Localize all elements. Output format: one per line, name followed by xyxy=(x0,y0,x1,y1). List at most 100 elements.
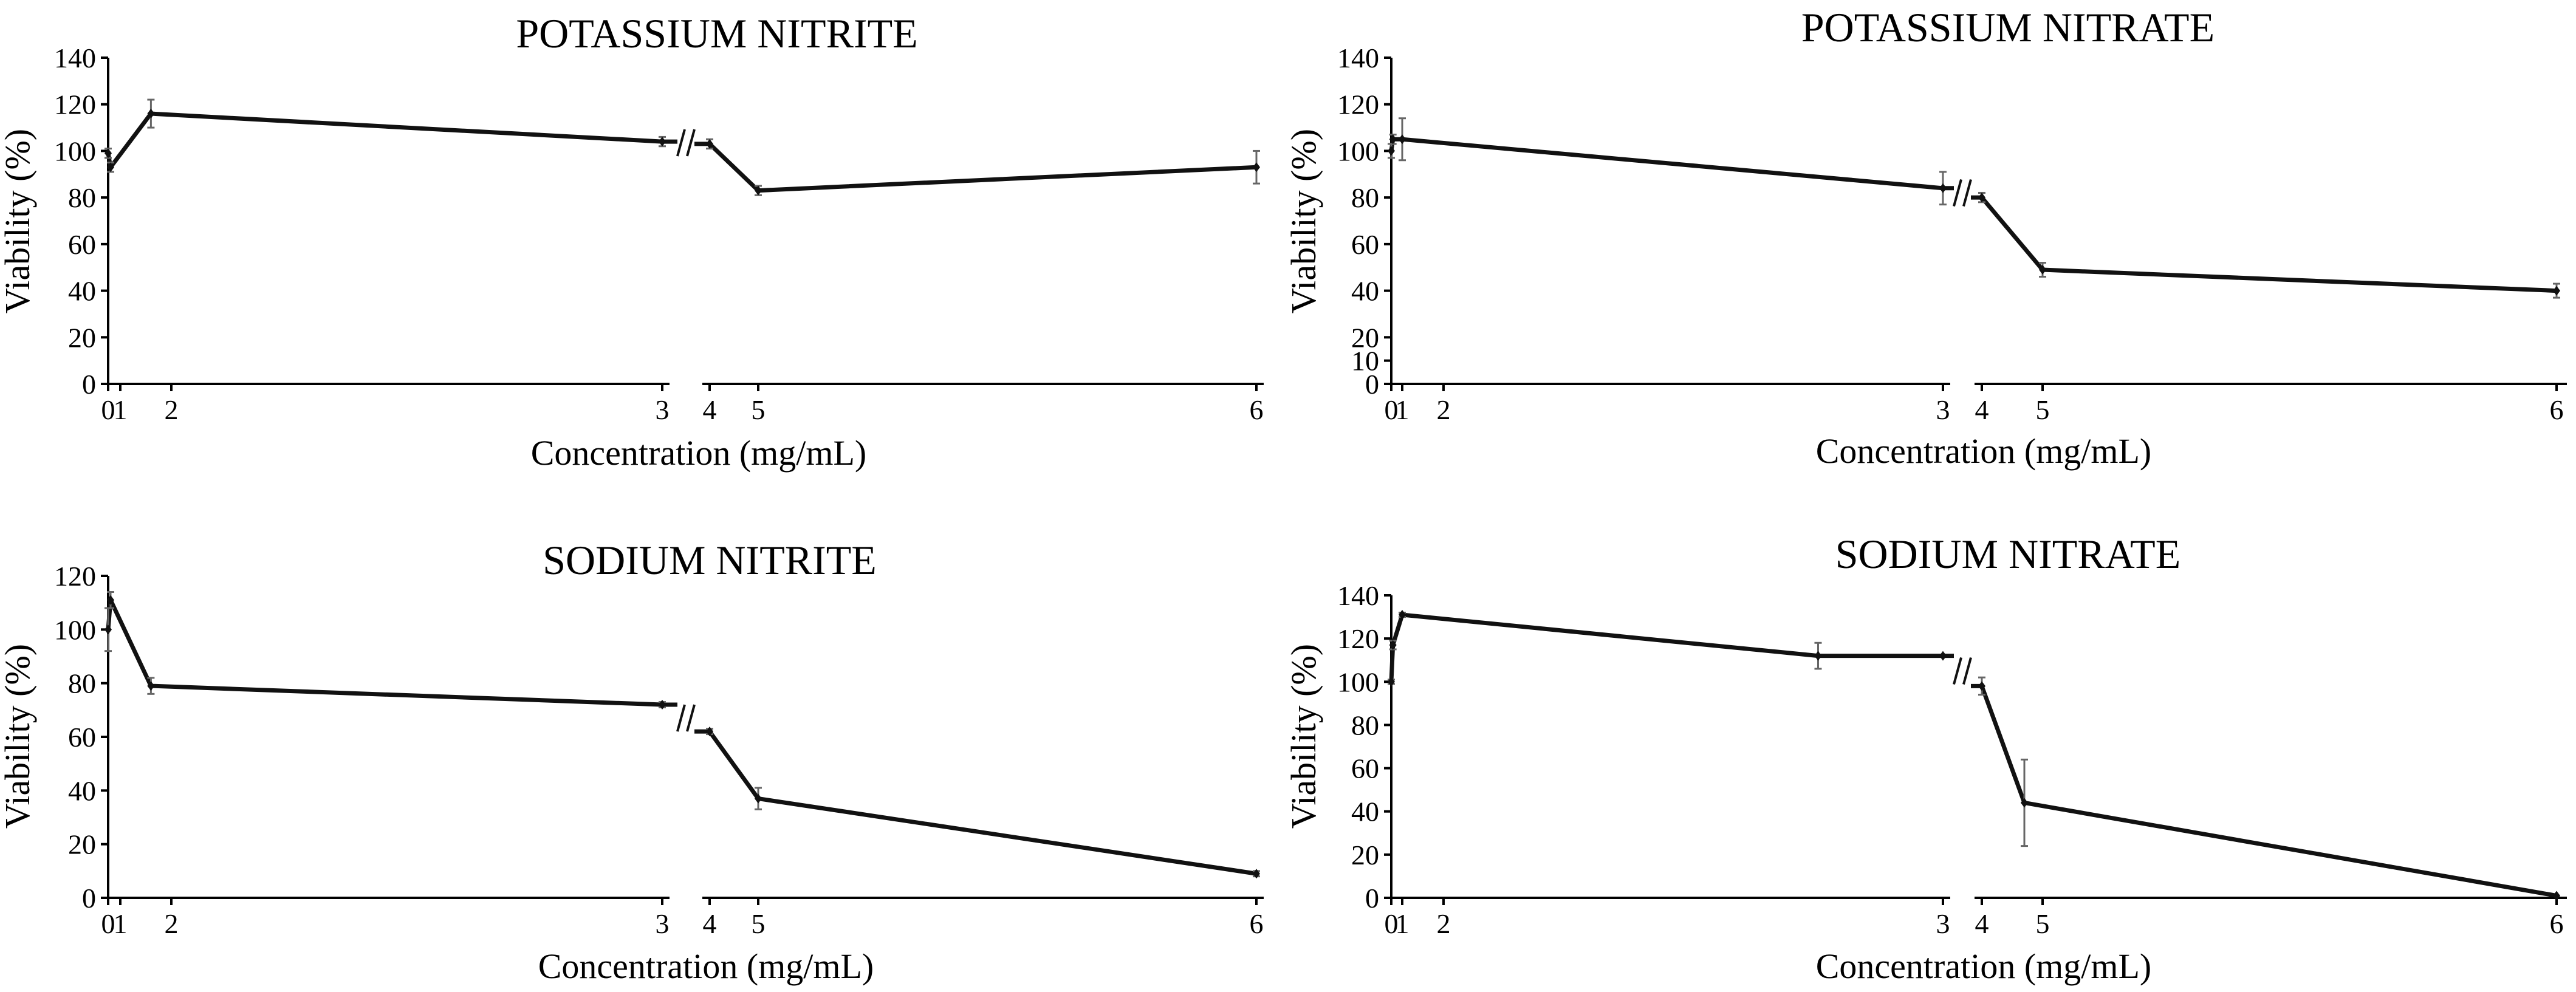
data-point xyxy=(147,109,155,119)
x-tick-label: 6 xyxy=(1250,908,1264,939)
x-axis-label: Concentration (mg/mL) xyxy=(1816,431,2151,471)
x-tick-label: 2 xyxy=(165,394,179,425)
chart-title: POTASSIUM NITRITE xyxy=(516,10,917,56)
y-tick-label: 20 xyxy=(68,322,96,353)
y-tick-label: 60 xyxy=(1351,229,1379,260)
x-tick-label: 4 xyxy=(703,908,717,939)
data-point xyxy=(2553,891,2560,901)
axis-break-mark xyxy=(686,129,696,157)
x-tick-label: 3 xyxy=(1936,394,1950,425)
data-point xyxy=(147,681,155,691)
x-tick-label: 2 xyxy=(1437,908,1451,939)
y-axis-label: Viability (%) xyxy=(1284,644,1323,829)
y-tick-label: 120 xyxy=(54,561,96,592)
y-tick-label: 80 xyxy=(68,668,96,699)
y-tick-label: 60 xyxy=(1351,753,1379,784)
data-point xyxy=(1253,162,1260,173)
y-tick-label: 80 xyxy=(1351,182,1379,213)
series-line xyxy=(1971,195,2557,293)
axis-break-mark xyxy=(1953,657,1962,685)
data-point xyxy=(659,700,666,710)
x-tick-label: 3 xyxy=(1936,908,1950,939)
x-tick-label: 5 xyxy=(2036,908,2050,939)
y-tick-label: 100 xyxy=(54,135,96,166)
axis-break-mark xyxy=(1962,657,1972,685)
data-point xyxy=(1939,651,1947,661)
data-point xyxy=(1389,640,1397,650)
data-point xyxy=(1814,651,1822,661)
x-tick-label: 6 xyxy=(2550,908,2564,939)
data-point xyxy=(107,595,114,605)
x-tick-label: 2 xyxy=(165,908,179,939)
y-tick-label: 0 xyxy=(82,369,96,400)
y-tick-label: 0 xyxy=(1365,369,1379,400)
data-point xyxy=(755,793,762,804)
data-point xyxy=(104,148,112,159)
x-tick-label: 6 xyxy=(2550,394,2564,425)
y-tick-label: 120 xyxy=(54,89,96,120)
data-point xyxy=(659,137,666,147)
x-axis-label: Concentration (mg/mL) xyxy=(531,433,866,473)
y-tick-label: 100 xyxy=(54,614,96,645)
data-point xyxy=(1399,610,1406,620)
x-axis-label: Concentration (mg/mL) xyxy=(538,946,874,986)
data-point xyxy=(1389,134,1397,145)
x-tick-label: 0 xyxy=(1385,908,1399,939)
y-tick-label: 10 xyxy=(1351,346,1379,377)
chart-title: SODIUM NITRATE xyxy=(1835,531,2181,577)
y-tick-label: 20 xyxy=(1351,322,1379,353)
y-tick-label: 0 xyxy=(82,883,96,914)
x-tick-label: 0 xyxy=(101,908,115,939)
data-point xyxy=(1253,869,1260,879)
data-point xyxy=(1939,183,1947,193)
axis-break-mark xyxy=(676,129,686,157)
chart-panel: SODIUM NITRITE 0 20 40 60 80 100 120 01 2 3 4 5 6 Conc… xyxy=(0,537,1264,986)
x-tick-label: 4 xyxy=(703,394,717,425)
x-tick-label: 2 xyxy=(1437,394,1451,425)
y-tick-label: 60 xyxy=(68,722,96,753)
data-point xyxy=(755,185,762,196)
x-tick-label: 4 xyxy=(1975,394,1989,425)
y-tick-label: 40 xyxy=(1351,276,1379,307)
data-point xyxy=(107,162,114,173)
data-point xyxy=(1388,677,1395,687)
y-tick-label: 140 xyxy=(1337,43,1379,74)
y-tick-label: 80 xyxy=(1351,710,1379,741)
axis-break-mark xyxy=(676,704,686,732)
y-tick-label: 120 xyxy=(1337,623,1379,654)
chart-title: SODIUM NITRITE xyxy=(543,537,877,583)
y-axis-label: Viability (%) xyxy=(1284,129,1323,313)
y-tick-label: 100 xyxy=(1337,666,1379,697)
y-axis-label: Viability (%) xyxy=(0,644,37,829)
x-tick-label: 3 xyxy=(656,908,670,939)
x-tick-label: 5 xyxy=(752,394,766,425)
y-tick-label: 140 xyxy=(1337,580,1379,611)
y-tick-label: 80 xyxy=(68,182,96,213)
y-tick-label: 0 xyxy=(1365,883,1379,914)
data-point xyxy=(706,727,713,737)
axis-break-mark xyxy=(1962,179,1972,207)
y-tick-label: 40 xyxy=(1351,796,1379,827)
x-tick-label: 1 xyxy=(114,908,128,939)
data-point xyxy=(1978,193,1985,203)
series-line xyxy=(694,142,1257,193)
x-tick-label: 1 xyxy=(114,394,128,425)
x-tick-label: 1 xyxy=(1396,908,1410,939)
y-axis-label: Viability (%) xyxy=(0,129,37,313)
x-axis-label: Concentration (mg/mL) xyxy=(1816,946,2151,986)
x-tick-label: 5 xyxy=(752,908,766,939)
series-line xyxy=(106,111,677,169)
y-tick-label: 20 xyxy=(68,829,96,860)
data-point xyxy=(1978,681,1985,691)
data-point xyxy=(104,624,112,635)
y-tick-label: 120 xyxy=(1337,89,1379,120)
data-point xyxy=(2553,286,2560,296)
data-point xyxy=(1388,146,1395,156)
data-point xyxy=(2021,798,2028,808)
chart-panel: POTASSIUM NITRITE 0 20 40 60 80 100 120 140 01 2 3 4… xyxy=(0,10,1264,473)
x-tick-label: 3 xyxy=(656,394,670,425)
y-tick-label: 20 xyxy=(1351,840,1379,871)
y-tick-label: 40 xyxy=(68,775,96,806)
